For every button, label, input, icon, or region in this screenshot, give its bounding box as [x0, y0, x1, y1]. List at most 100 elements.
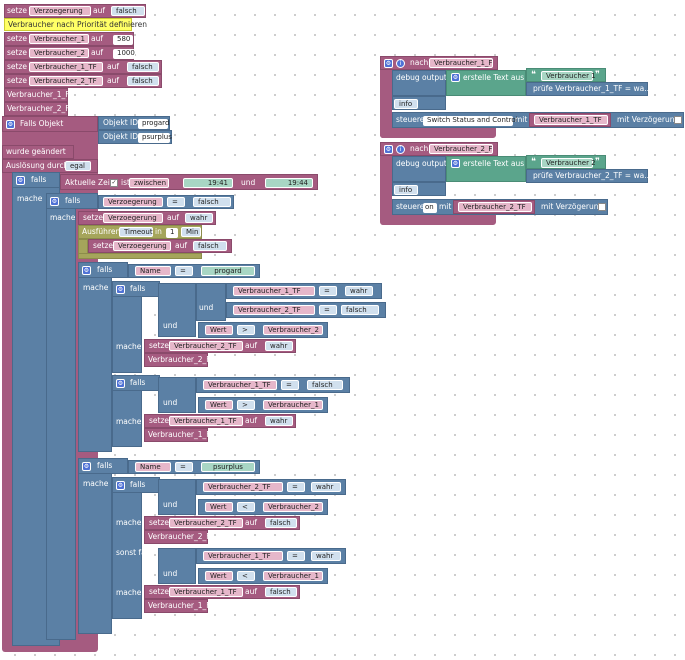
op-dropdown[interactable]: =: [167, 197, 185, 207]
gear-icon[interactable]: ⚙: [384, 145, 393, 154]
text-v1-block[interactable]: ❝ Verbraucher 1 ❞: [526, 68, 606, 82]
and-outer[interactable]: und: [158, 283, 196, 337]
info-dropdown-row-1[interactable]: info: [392, 96, 446, 110]
if-else-header[interactable]: ⚙ falls: [112, 477, 160, 493]
control-v2-block[interactable]: steuere on mit Verbraucher_2_TF mit Verz…: [392, 199, 608, 215]
bool-dropdown[interactable]: wahr: [265, 416, 293, 426]
if-delay-header[interactable]: ⚙ falls: [46, 193, 98, 209]
bool-dropdown[interactable]: falsch: [193, 241, 227, 251]
set-verbraucher2tf-block[interactable]: setze Verbraucher_2_TF auf falsch: [4, 74, 162, 88]
gear-icon[interactable]: ⚙: [451, 159, 460, 168]
compare-name-psurplus[interactable]: Name = psurplus: [128, 460, 260, 474]
op-dropdown[interactable]: =: [175, 266, 193, 276]
and-v1-b[interactable]: und: [158, 548, 196, 584]
if-psurplus-frame[interactable]: [78, 458, 112, 634]
bool-dropdown[interactable]: wahr: [185, 213, 213, 223]
check-icon[interactable]: ✓: [110, 179, 118, 187]
check-v1-block[interactable]: prüfe Verbraucher_1_TF = wa...: [526, 82, 651, 96]
op-dropdown[interactable]: =: [319, 305, 337, 315]
info-icon[interactable]: i: [396, 59, 405, 68]
var-dropdown[interactable]: Verbraucher_1_TF: [169, 416, 243, 426]
function-name-field[interactable]: Verbraucher_2_F: [429, 144, 493, 154]
set-verbraucher1tf-block[interactable]: setze Verbraucher_1_TF auf falsch: [4, 60, 162, 74]
delay-checkbox[interactable]: [674, 116, 682, 124]
var-dropdown[interactable]: Verbraucher_2_TF: [169, 518, 243, 528]
value-dropdown[interactable]: Wert: [205, 502, 233, 512]
compare-v1tf-false-2[interactable]: Verbraucher_1_TF = falsch: [196, 377, 350, 393]
var-dropdown[interactable]: Verbraucher_2: [263, 502, 323, 512]
timeout-dropdown[interactable]: Timeout: [119, 227, 153, 237]
if-v2-header[interactable]: ⚙ falls: [112, 281, 160, 297]
set-verzoegerung-block[interactable]: setze Verzoegerung auf falsch: [4, 4, 146, 18]
var-dropdown[interactable]: Verbraucher_2_TF: [458, 202, 532, 212]
create-text-v1[interactable]: ⚙ erstelle Text aus: [446, 70, 526, 96]
name-dropdown[interactable]: Name: [135, 266, 171, 276]
compare-name-progard[interactable]: Name = progard: [128, 264, 260, 278]
op-dropdown[interactable]: =: [287, 551, 305, 561]
var-dropdown[interactable]: Verzoegerung: [103, 213, 163, 223]
if-v1-header[interactable]: ⚙ falls: [112, 375, 160, 391]
comment-block[interactable]: Verbraucher nach Priorität definieren: [4, 18, 147, 31]
set-delay-true-block[interactable]: setze Verzoegerung auf wahr: [78, 211, 216, 225]
function-v2f-header[interactable]: ⚙ i nach Verbraucher_2_F: [380, 142, 498, 156]
bool-dropdown[interactable]: falsch: [307, 380, 343, 390]
set-verbraucher2-block[interactable]: setze Verbraucher_2 auf 1000: [4, 46, 135, 60]
if-progard-header[interactable]: ⚙ falls: [78, 262, 128, 278]
delay-checkbox[interactable]: [598, 203, 606, 211]
compare-v2tf-true[interactable]: Verbraucher_2_TF = wahr: [196, 479, 346, 495]
text-v2-block[interactable]: ❝ Verbraucher 2 ❞: [526, 155, 606, 169]
op-dropdown[interactable]: =: [319, 286, 337, 296]
timeout-block[interactable]: Ausführen Timeout in 1 Min: [78, 225, 202, 239]
op-dropdown[interactable]: <: [237, 502, 255, 512]
if-delay-frame[interactable]: [46, 193, 76, 640]
value-dropdown[interactable]: Wert: [205, 400, 233, 410]
object-field[interactable]: Switch Status and Control: [423, 116, 518, 126]
var-get-block[interactable]: Verbraucher_1_TF: [529, 113, 611, 127]
bool-dropdown[interactable]: wahr: [345, 286, 373, 296]
function-v1f-frame[interactable]: [380, 56, 392, 138]
gear-icon[interactable]: ⚙: [16, 176, 25, 185]
text-field[interactable]: progard: [201, 266, 255, 276]
oid-field[interactable]: psurplus: [138, 133, 172, 143]
debug-v2-block[interactable]: debug output: [392, 156, 447, 182]
time-field-1[interactable]: 19:41: [183, 178, 233, 188]
compare-wert-gt-v2[interactable]: Wert > Verbraucher_2: [198, 322, 328, 338]
var-dropdown[interactable]: Verbraucher_1_TF: [29, 62, 103, 72]
unit-dropdown[interactable]: Min: [181, 227, 201, 237]
text-field[interactable]: Verbraucher 1: [541, 71, 596, 81]
info-icon[interactable]: i: [396, 145, 405, 154]
op-dropdown[interactable]: <: [237, 571, 255, 581]
compare-v1tf-false[interactable]: Verbraucher_1_TF = wahr: [226, 283, 382, 299]
oid-block-1[interactable]: Objekt ID progard: [98, 116, 170, 130]
and-v1[interactable]: und: [158, 377, 196, 413]
changed-block[interactable]: wurde geändert: [2, 145, 74, 159]
time-field-2[interactable]: 19:44: [265, 178, 313, 188]
gear-icon[interactable]: ⚙: [116, 379, 125, 388]
var-dropdown[interactable]: Verbraucher_1_TF: [203, 551, 283, 561]
and-v2-b[interactable]: und: [158, 479, 196, 515]
value-dropdown[interactable]: Wert: [205, 325, 233, 335]
set-v2tf-false[interactable]: setze Verbraucher_2_TF auf falsch: [144, 516, 300, 530]
function-name-field[interactable]: Verbraucher_1_F: [429, 58, 493, 68]
gear-icon[interactable]: ⚙: [116, 285, 125, 294]
text-field[interactable]: psurplus: [201, 462, 255, 472]
level-dropdown[interactable]: info: [394, 185, 418, 195]
bool-dropdown[interactable]: wahr: [311, 482, 341, 492]
function-v1f-header[interactable]: ⚙ i nach Verbraucher_1_F: [380, 56, 498, 70]
gear-icon[interactable]: ⚙: [50, 197, 59, 206]
set-v2tf-true[interactable]: setze Verbraucher_2_TF auf wahr: [144, 339, 296, 353]
var-get-block[interactable]: Verbraucher_2_TF: [453, 200, 535, 214]
number-field[interactable]: 580: [113, 35, 133, 45]
call-verbraucher2f-block[interactable]: Verbraucher_2_F: [4, 102, 70, 116]
compare-delay-block[interactable]: Verzoegerung = falsch: [98, 195, 234, 209]
compare-wert-lt-v2[interactable]: Wert < Verbraucher_2: [198, 499, 328, 515]
var-dropdown[interactable]: Verbraucher_1_TF: [534, 115, 608, 125]
if-time-header[interactable]: ⚙ falls: [12, 172, 60, 188]
if-else-frame[interactable]: [112, 477, 142, 619]
bool-dropdown[interactable]: falsch: [265, 587, 297, 597]
op-dropdown[interactable]: >: [237, 400, 255, 410]
var-dropdown[interactable]: Verbraucher_2: [29, 48, 89, 58]
if-psurplus-header[interactable]: ⚙ falls: [78, 458, 128, 474]
control-v1-block[interactable]: steuere Switch Status and Control mit Ve…: [392, 112, 684, 128]
call-v1f[interactable]: Verbraucher_1_F: [144, 428, 211, 442]
